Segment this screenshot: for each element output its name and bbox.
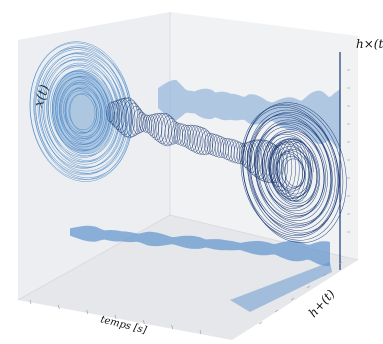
right-wall-ring <box>248 113 336 231</box>
tick-x <box>114 314 117 320</box>
tick-x <box>86 309 88 315</box>
axis-ticks <box>29 69 350 335</box>
tick-x <box>171 324 173 330</box>
z-right-axis-label: h×(t) <box>356 37 383 51</box>
helix-line <box>106 97 314 203</box>
left-wall-ring <box>52 69 116 157</box>
right-wall-ring <box>247 114 332 229</box>
right-wall-ring <box>247 109 340 235</box>
left-wall-ring <box>60 83 101 139</box>
left-wall-ring <box>55 77 105 146</box>
right-wall-ring <box>265 136 318 208</box>
tick-y <box>322 273 327 277</box>
left-wall-ring <box>48 64 119 161</box>
left-wall-ring <box>44 58 125 168</box>
y-axis-label: h+(t) <box>306 287 338 320</box>
left-wall-core <box>51 70 113 154</box>
tick-x <box>199 329 202 335</box>
floor-wedge <box>230 262 332 312</box>
left-wall-ring <box>46 62 120 163</box>
helix-trajectory <box>106 97 314 203</box>
z-axis-label: x(t) <box>32 83 53 109</box>
left-wall-ring <box>63 88 97 135</box>
right-wall-ring <box>255 122 328 221</box>
box-edge-floor-left <box>17 214 171 301</box>
left-wall-ring <box>29 41 133 182</box>
right-wall-ring <box>254 119 333 226</box>
tick-y <box>274 309 279 313</box>
left-wall-ring <box>47 66 114 157</box>
floor-projection <box>70 225 332 312</box>
right-wall-ring <box>256 121 333 224</box>
floor-ribbon <box>70 225 330 267</box>
tick-y <box>338 261 343 265</box>
tick-x <box>58 304 60 310</box>
left-wall-ring <box>64 86 103 139</box>
tick-x <box>29 299 32 305</box>
right-wall-ring <box>268 143 310 200</box>
tick-y <box>258 321 263 325</box>
right-wall-ring <box>262 129 327 216</box>
back-wall-ribbon <box>158 79 340 151</box>
left-wall-projection <box>29 41 133 182</box>
left-wall-ring <box>59 80 107 145</box>
back-wall-projection <box>158 79 340 151</box>
right-wall-ring <box>242 103 344 241</box>
left-wall-pane <box>18 12 170 300</box>
tick-y <box>290 297 295 301</box>
left-wall-ring <box>59 82 103 141</box>
tick-y <box>306 285 311 289</box>
right-wall-ring <box>250 116 331 227</box>
left-wall-ring <box>35 47 132 179</box>
right-wall-ring <box>242 102 347 244</box>
left-wall-ring <box>39 53 126 172</box>
tick-x <box>143 319 145 325</box>
left-wall-ring <box>41 56 124 169</box>
right-wall-ring <box>240 104 339 238</box>
